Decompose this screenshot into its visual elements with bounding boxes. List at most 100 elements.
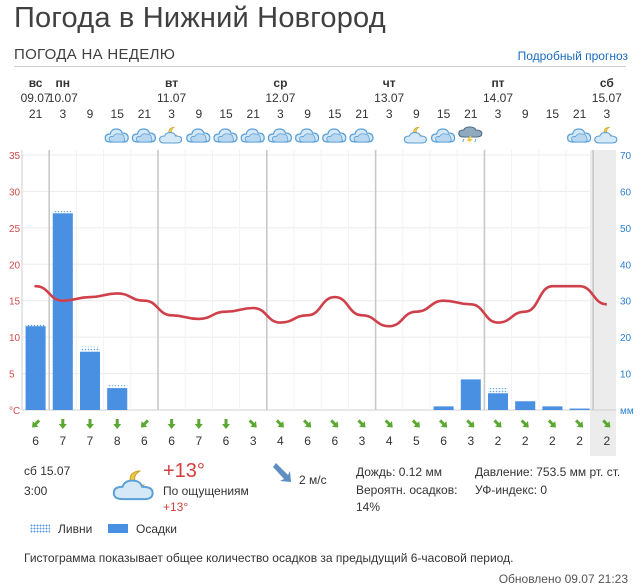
arrow-glyph	[382, 417, 396, 431]
arrow-glyph	[113, 419, 122, 429]
day-date: 12.07	[265, 91, 295, 105]
hour-label: 3	[168, 107, 175, 121]
arrow-glyph	[328, 417, 342, 431]
wind-speed-label: 2	[603, 434, 610, 448]
arrow-glyph	[518, 417, 532, 431]
arrow-glyph	[464, 417, 478, 431]
precipitation-bar	[433, 406, 454, 410]
wind-arrow-icon	[274, 417, 287, 431]
header-divider	[14, 66, 626, 67]
precipitation-bar	[107, 388, 128, 410]
day-date: 15.07	[592, 91, 622, 105]
hour-label: 9	[304, 107, 311, 121]
legend-showers-label: Ливни	[58, 522, 93, 536]
wind-arrow-icon	[437, 417, 450, 431]
wind-arrow-icon	[58, 419, 67, 429]
wind-speed-label: 3	[359, 434, 366, 448]
arrow-glyph	[546, 417, 559, 431]
hour-label: 21	[573, 107, 587, 121]
uv-index: УФ-индекс: 0	[475, 483, 548, 497]
right-axis-tick: 70	[620, 151, 632, 162]
wind-arrow-icon	[167, 419, 176, 429]
wind-arrow-icon	[222, 419, 230, 429]
wind-row: 6 7 7 8 6 6 7 6 3 4 6 6 3 4 5 6 3 2 2 2 2 2	[29, 417, 614, 448]
weather-icons-row	[104, 126, 618, 144]
arrow-glyph	[194, 419, 203, 429]
hour-label: 3	[495, 107, 502, 121]
wind-arrow-icon	[113, 419, 122, 429]
feels-like-value: +13°	[163, 500, 189, 514]
hour-label: 3	[386, 107, 393, 121]
left-axis-ticks: 35 30 25 20 15 10 5 °C	[9, 151, 21, 417]
day-date: 09.07	[21, 91, 51, 105]
rain-amount: Дождь: 0.12 мм	[356, 465, 442, 479]
hour-label: 15	[328, 107, 342, 121]
precip-probability-label: Вероятн. осадков:	[356, 483, 458, 497]
wind-speed-label: 7	[59, 434, 66, 448]
hour-label: 9	[195, 107, 202, 121]
thunderstorm-icon	[458, 126, 483, 144]
arrow-glyph	[410, 417, 423, 431]
hour-label: 15	[437, 107, 451, 121]
day-name: чт	[383, 76, 396, 90]
detailed-forecast-link[interactable]: Подробный прогноз	[517, 49, 628, 63]
day-date: 13.07	[374, 91, 404, 105]
histogram-note: Гистограмма показывает общее количество …	[24, 551, 514, 565]
arrow-glyph	[138, 417, 151, 431]
arrow-glyph	[246, 417, 260, 431]
hour-label: 15	[219, 107, 233, 121]
hour-label: 15	[546, 107, 560, 121]
wind-arrow-icon	[410, 417, 423, 431]
precip-probability-value: 14%	[356, 500, 381, 514]
left-axis-tick: 15	[9, 297, 21, 308]
precipitation-bar	[25, 326, 46, 410]
hour-label: 3	[59, 107, 66, 121]
wind-speed-label: 4	[386, 434, 393, 448]
left-axis-tick: 20	[9, 260, 21, 271]
hour-label: 3	[603, 107, 610, 121]
day-name: вс	[29, 76, 43, 90]
hour-label: 21	[464, 107, 478, 121]
arrow-glyph	[86, 419, 94, 429]
wind-speed-label: 3	[250, 434, 257, 448]
legend-precip-label: Осадки	[136, 522, 177, 536]
day-name: пн	[56, 76, 71, 90]
wind-direction-icon	[273, 463, 291, 482]
precipitation-bar	[515, 401, 536, 410]
precipitation-bar	[460, 379, 481, 410]
wind-speed-label: 2	[522, 434, 529, 448]
hour-label: 21	[29, 107, 43, 121]
wind-speed-label: 6	[32, 434, 39, 448]
day-date: 10.07	[48, 91, 78, 105]
hour-label: 9	[522, 107, 529, 121]
right-axis-ticks: 70 60 50 40 30 20 10 мм	[620, 151, 634, 417]
left-axis-tick: 5	[9, 370, 15, 381]
wind-speed-label: 6	[223, 434, 230, 448]
wind-speed-label: 6	[141, 434, 148, 448]
wind-arrow-icon	[86, 419, 94, 429]
wind-speed-label: 6	[440, 434, 447, 448]
partly-cloudy-night-icon	[594, 126, 618, 144]
arrow-glyph	[58, 419, 67, 429]
partly-cloudy-night-icon	[159, 126, 183, 144]
wind-arrow-icon	[464, 417, 478, 431]
arrow-glyph	[301, 417, 314, 431]
cloudy-icon	[267, 128, 292, 143]
wind-speed-label: 6	[304, 434, 311, 448]
feels-like-label: По ощущениям	[163, 484, 249, 498]
wind-arrow-icon	[355, 417, 369, 431]
current-temperature: +13°	[163, 460, 205, 482]
wind-speed-label: 2	[549, 434, 556, 448]
left-axis-tick: 30	[9, 187, 21, 198]
wind-speed-label: 6	[331, 434, 338, 448]
arrow-glyph	[491, 417, 505, 431]
cloudy-icon	[131, 128, 156, 143]
current-time: 3:00	[24, 484, 48, 498]
day-name: пт	[491, 76, 504, 90]
right-axis-tick: мм	[620, 406, 634, 417]
hour-label: 21	[355, 107, 369, 121]
precipitation-bar	[542, 406, 563, 410]
wind-speed-label: 2	[495, 434, 502, 448]
